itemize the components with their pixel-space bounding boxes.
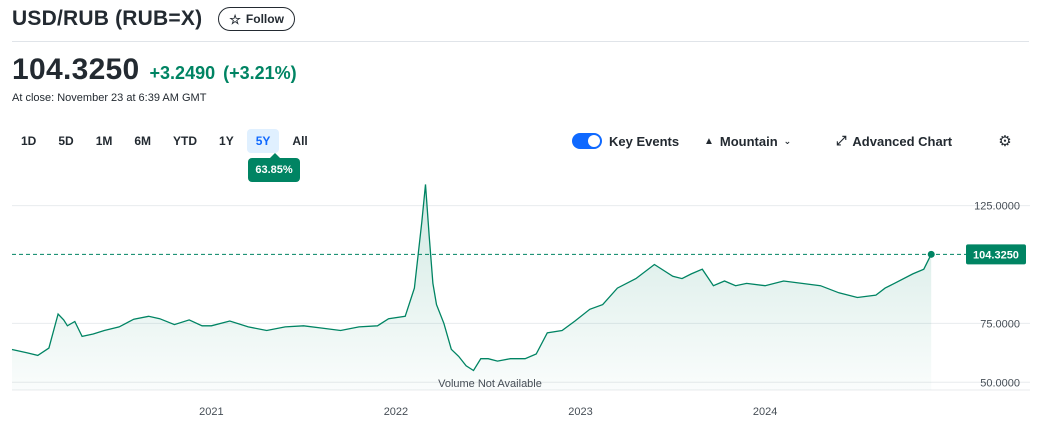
quote-summary: 104.3250 +3.2490 (+3.21%) (12, 53, 297, 87)
key-events-toggle[interactable] (572, 133, 602, 149)
price-change: +3.2490 (149, 63, 216, 83)
range-all[interactable]: All (292, 134, 308, 148)
last-price-label: 104.3250 (966, 244, 1026, 265)
range-5y[interactable]: 5Y (246, 129, 280, 153)
gear-icon[interactable]: ⚙ (998, 133, 1012, 150)
price-area (12, 184, 932, 390)
range-5d[interactable]: 5D (58, 134, 74, 148)
range-ytd[interactable]: YTD (173, 134, 198, 148)
x-tick-label: 2022 (384, 406, 408, 418)
expand-icon: ⤢ (836, 133, 847, 148)
volume-note: Volume Not Available (438, 378, 542, 390)
advanced-chart-button[interactable]: ⤢ Advanced Chart (836, 130, 952, 152)
advanced-chart-label: Advanced Chart (852, 133, 953, 149)
close-time: At close: November 23 at 6:39 AM GMT (12, 92, 207, 104)
last-price-dot (927, 250, 935, 258)
x-tick-label: 2024 (753, 406, 777, 418)
range-1m[interactable]: 1M (95, 134, 113, 148)
y-tick-label: 125.0000 (974, 201, 1020, 213)
range-1y[interactable]: 1Y (219, 134, 234, 148)
mountain-icon: ▲ (704, 135, 714, 147)
range-change-badge: 63.85% (248, 153, 300, 182)
key-events-label[interactable]: Key Events (609, 133, 680, 149)
follow-label: Follow (245, 12, 284, 26)
price-change-percent: (+3.21%) (223, 63, 297, 83)
follow-button[interactable]: ☆ Follow (218, 7, 295, 31)
chart-type-label: Mountain (719, 133, 778, 149)
range-6m[interactable]: 6M (134, 134, 152, 148)
range-1d[interactable]: 1D (21, 134, 37, 148)
x-tick-label: 2021 (199, 406, 223, 418)
star-outline-icon: ☆ (229, 11, 241, 27)
y-tick-label: 75.0000 (980, 318, 1020, 330)
page-title: USD/RUB (RUB=X) (12, 7, 203, 30)
x-tick-label: 2023 (568, 406, 592, 418)
chart-type-dropdown[interactable]: ▲ Mountain ⌄ (704, 130, 791, 152)
chevron-down-icon: ⌄ (783, 135, 792, 146)
price-line (11, 184, 932, 372)
header-divider (12, 41, 1029, 42)
x-axis: 2021 2022 2023 2024 (199, 406, 777, 418)
last-price-box (966, 244, 1026, 265)
y-tick-label: 50.0000 (980, 377, 1020, 389)
header: USD/RUB (RUB=X) ☆ Follow (12, 6, 295, 32)
y-axis: 125.0000 75.0000 50.0000 (974, 201, 1020, 390)
current-price: 104.3250 (12, 53, 140, 86)
time-range-selector: 1D 5D 1M 6M YTD 1Y 5Y All (12, 129, 321, 153)
last-price-text: 104.3250 (973, 249, 1019, 261)
